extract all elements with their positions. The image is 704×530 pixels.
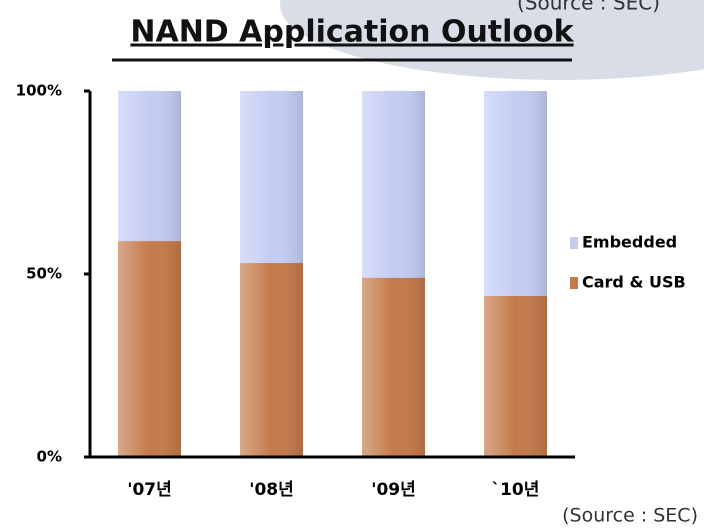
x-tick-label: '08년: [249, 480, 294, 500]
x-tick-label: `10년: [492, 480, 540, 500]
bar-shine: [362, 91, 425, 457]
chart-title: NAND Application Outlook: [130, 15, 574, 50]
x-tick-label: '09년: [371, 480, 416, 500]
bar-shine: [240, 91, 303, 457]
y-tick-label: 100%: [16, 82, 62, 100]
legend-swatch: [570, 237, 578, 249]
legend-swatch: [570, 277, 578, 289]
y-tick-label: 50%: [26, 265, 62, 283]
y-tick-label: 0%: [37, 448, 62, 466]
bar-shine: [484, 91, 547, 457]
bar-shine: [118, 91, 181, 457]
x-tick-label: '07년: [127, 480, 172, 500]
legend-label: Card & USB: [582, 273, 686, 292]
legend-label: Embedded: [582, 233, 677, 252]
source: (Source : SEC): [562, 505, 698, 527]
source-top: (Source : SEC): [517, 0, 660, 15]
